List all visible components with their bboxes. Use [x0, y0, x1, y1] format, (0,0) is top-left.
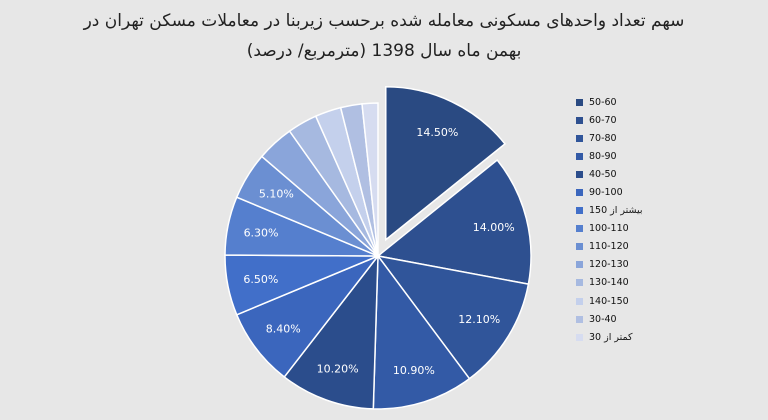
legend-swatch-10	[576, 279, 583, 287]
legend-item-9: 120-130	[576, 256, 726, 274]
legend-swatch-4	[576, 170, 583, 178]
legend-swatch-8	[576, 243, 583, 251]
chart-title-line-2: بهمن ماه سال 1398 (مترمربع/ درصد)	[246, 41, 522, 61]
pie-slice-3	[372, 253, 471, 410]
pie-slice-4	[283, 253, 379, 410]
data-label-8: 5.10%	[259, 187, 294, 200]
data-label-5: 8.40%	[266, 323, 301, 336]
legend-item-5: 90-100	[576, 183, 726, 201]
data-label-3: 10.90%	[393, 364, 435, 377]
legend-swatch-2	[576, 134, 583, 142]
data-label-0: 14.50%	[416, 126, 458, 139]
legend-label-2: 70-80	[589, 132, 617, 144]
data-label-7: 6.30%	[244, 226, 279, 239]
legend-item-11: 140-150	[576, 292, 726, 310]
data-label-2: 12.10%	[458, 313, 500, 326]
pie-slice-1	[376, 159, 532, 285]
legend-item-4: 40-50	[576, 165, 726, 183]
pie-slice-13	[361, 102, 379, 257]
legend-label-4: 40-50	[589, 168, 617, 180]
legend-swatch-9	[576, 261, 583, 269]
chart-title-line-1: سهم تعداد واحدهای مسکونی معامله شده برحس…	[83, 11, 685, 31]
legend-item-8: 110-120	[576, 238, 726, 256]
legend-label-6: بیشتر از 150	[589, 205, 643, 217]
legend-item-1: 60-70	[576, 111, 726, 129]
data-label-6: 6.50%	[243, 273, 278, 286]
legend-label-13: کمتر از 30	[589, 331, 633, 343]
chart-title: سهم تعداد واحدهای مسکونی معامله شده برحس…	[0, 6, 768, 66]
legend-item-6: بیشتر از 150	[576, 202, 726, 220]
legend: 50-60 60-70 70-80 80-90 40-50 90-100 بیشتر از …	[576, 93, 726, 346]
legend-swatch-0	[576, 98, 583, 106]
data-label-1: 14.00%	[473, 221, 515, 234]
legend-swatch-7	[576, 225, 583, 233]
legend-item-13: کمتر از 30	[576, 328, 726, 346]
legend-item-2: 70-80	[576, 129, 726, 147]
legend-item-0: 50-60	[576, 93, 726, 111]
legend-label-5: 90-100	[589, 187, 623, 199]
legend-swatch-1	[576, 116, 583, 124]
legend-label-1: 60-70	[589, 114, 617, 126]
legend-swatch-5	[576, 189, 583, 197]
legend-item-10: 130-140	[576, 274, 726, 292]
legend-label-8: 110-120	[589, 241, 629, 253]
legend-swatch-13	[576, 333, 583, 341]
legend-swatch-11	[576, 297, 583, 305]
legend-label-0: 50-60	[589, 96, 617, 108]
legend-item-7: 100-110	[576, 220, 726, 238]
legend-label-9: 120-130	[589, 259, 629, 271]
pie-slice-0	[385, 86, 507, 242]
legend-label-3: 80-90	[589, 150, 617, 162]
legend-item-12: 30-40	[576, 310, 726, 328]
pie-slice-2	[376, 254, 530, 380]
legend-item-3: 80-90	[576, 147, 726, 165]
legend-label-7: 100-110	[589, 223, 629, 235]
data-label-4: 10.20%	[317, 362, 359, 375]
legend-label-12: 30-40	[589, 313, 617, 325]
legend-swatch-6	[576, 207, 583, 215]
legend-swatch-3	[576, 152, 583, 160]
legend-label-11: 140-150	[589, 295, 629, 307]
legend-swatch-12	[576, 315, 583, 323]
legend-label-10: 130-140	[589, 277, 629, 289]
